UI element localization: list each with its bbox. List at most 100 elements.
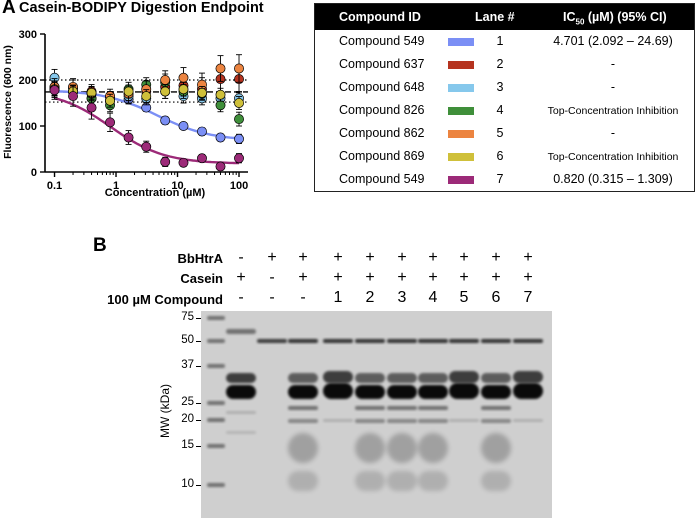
lane-cell: 3 xyxy=(496,80,504,94)
data-point-lane-7 xyxy=(68,85,78,107)
lane-cell: 5 xyxy=(496,126,504,140)
color-swatch xyxy=(448,61,474,69)
gel-band xyxy=(355,419,385,423)
gel-band xyxy=(387,419,417,423)
compound-lane-2: - xyxy=(269,289,275,306)
ladder-band xyxy=(207,418,225,422)
data-point-lane-7 xyxy=(105,112,116,132)
compound-id-cell: Compound 549 xyxy=(339,34,425,48)
table-row: Compound 637 2 - xyxy=(315,53,694,76)
marker xyxy=(215,132,226,143)
casein-lane-9: + xyxy=(491,269,501,286)
header-lane: Lane # xyxy=(475,10,515,24)
header-ic50-prefix: IC xyxy=(563,10,576,24)
marker xyxy=(234,114,244,125)
data-point-lane-5 xyxy=(234,54,244,83)
mw-tick xyxy=(196,366,201,367)
data-point-lane-1 xyxy=(215,132,226,143)
compound-lane-7: 4 xyxy=(428,289,438,306)
data-point-lane-7 xyxy=(123,130,134,145)
color-swatch xyxy=(448,84,474,92)
marker xyxy=(160,156,171,167)
data-point-lane-5 xyxy=(215,55,226,82)
compound-lane-6: 3 xyxy=(397,289,407,306)
marker xyxy=(178,84,189,95)
data-point-lane-1 xyxy=(197,126,207,137)
header-ic50-suffix: (µM) (95% CI) xyxy=(584,10,667,24)
bbhtra-lane-10: + xyxy=(523,249,533,266)
gel-band xyxy=(288,419,318,423)
color-swatch xyxy=(448,130,474,138)
gel-band xyxy=(387,471,417,491)
gel-band xyxy=(418,373,448,383)
compound-id-cell: Compound 648 xyxy=(339,80,425,94)
bbhtra-label: BbHtrA xyxy=(177,251,224,266)
ic50-cell: Top-Concentration Inhibition xyxy=(547,151,679,163)
gel-band xyxy=(513,339,543,343)
mw-marker-label: 37 xyxy=(181,359,194,371)
marker xyxy=(234,133,244,144)
ic50-table: Compound ID Lane # IC50 (µM) (95% CI) Co… xyxy=(314,3,695,192)
mw-marker-label: 75 xyxy=(181,311,194,323)
gel-band xyxy=(513,383,543,399)
gel-band xyxy=(449,339,479,343)
bbhtra-lane-3: + xyxy=(298,249,308,266)
ladder-band xyxy=(207,339,225,343)
table-row: Compound 549 1 4.701 (2.092 – 24.69) xyxy=(315,30,694,53)
casein-lane-5: + xyxy=(365,269,375,286)
data-point-lane-7 xyxy=(178,157,189,168)
lane-cell: 6 xyxy=(496,149,504,163)
gel-band xyxy=(481,406,511,410)
compound-id-cell: Compound 869 xyxy=(339,149,425,163)
gel-band xyxy=(387,433,417,463)
gel-band xyxy=(226,431,256,434)
gel-band xyxy=(449,383,479,399)
gel-band xyxy=(355,385,385,399)
ic50-cell: - xyxy=(610,126,616,140)
x-axis-title: Concentration (µM) xyxy=(105,187,206,199)
chart-title: Casein-BODIPY Digestion Endpoint xyxy=(19,0,264,16)
dose-response-chart: 0 100 200 300 0.1 1 10 100 Fluorescence (600 nm… xyxy=(2,29,249,199)
bbhtra-lane-7: + xyxy=(428,249,438,266)
gel-band xyxy=(387,406,417,410)
axis-ticks: 0 100 200 300 0.1 1 10 100 xyxy=(19,29,249,192)
ladder-band xyxy=(207,444,225,448)
gel-band xyxy=(226,373,256,383)
marker xyxy=(215,161,226,172)
compound-lane-1: - xyxy=(238,289,244,306)
table-header: Compound ID Lane # IC50 (µM) (95% CI) xyxy=(315,4,694,30)
casein-lane-7: + xyxy=(428,269,438,286)
lane-cell: 1 xyxy=(496,34,504,48)
table-row: Compound 826 4 Top-Concentration Inhibitio… xyxy=(315,99,694,122)
mw-tick xyxy=(196,318,201,319)
data-point-lane-6 xyxy=(123,84,134,99)
marker xyxy=(197,126,207,137)
data-point-lane-6 xyxy=(197,85,207,100)
data-point-lane-1 xyxy=(178,121,189,131)
gel-band xyxy=(323,383,353,399)
x-tick-label: 0.1 xyxy=(47,180,62,192)
header-compound-id: Compound ID xyxy=(339,10,421,24)
data-points xyxy=(49,54,244,172)
compound-id-cell: Compound 862 xyxy=(339,126,425,140)
ladder-band xyxy=(207,483,225,487)
gel-band xyxy=(355,471,385,491)
gel-band xyxy=(323,419,353,422)
marker xyxy=(215,63,226,74)
panel-b-letter: B xyxy=(93,235,107,256)
casein-lane-4: + xyxy=(333,269,343,286)
marker xyxy=(234,63,244,74)
marker xyxy=(178,157,189,168)
data-point-lane-7 xyxy=(141,140,152,153)
casein-lane-1: + xyxy=(236,269,246,286)
header-ic50-sub: 50 xyxy=(575,17,585,27)
gel-band xyxy=(288,373,318,383)
marker xyxy=(215,100,226,111)
x-tick-label: 1 xyxy=(113,180,119,192)
table-row: Compound 862 5 - xyxy=(315,122,694,145)
gel-band xyxy=(355,406,385,410)
mw-tick xyxy=(196,341,201,342)
y-tick-label: 0 xyxy=(31,167,37,179)
y-tick-label: 200 xyxy=(19,75,37,87)
gel-band xyxy=(355,339,385,343)
